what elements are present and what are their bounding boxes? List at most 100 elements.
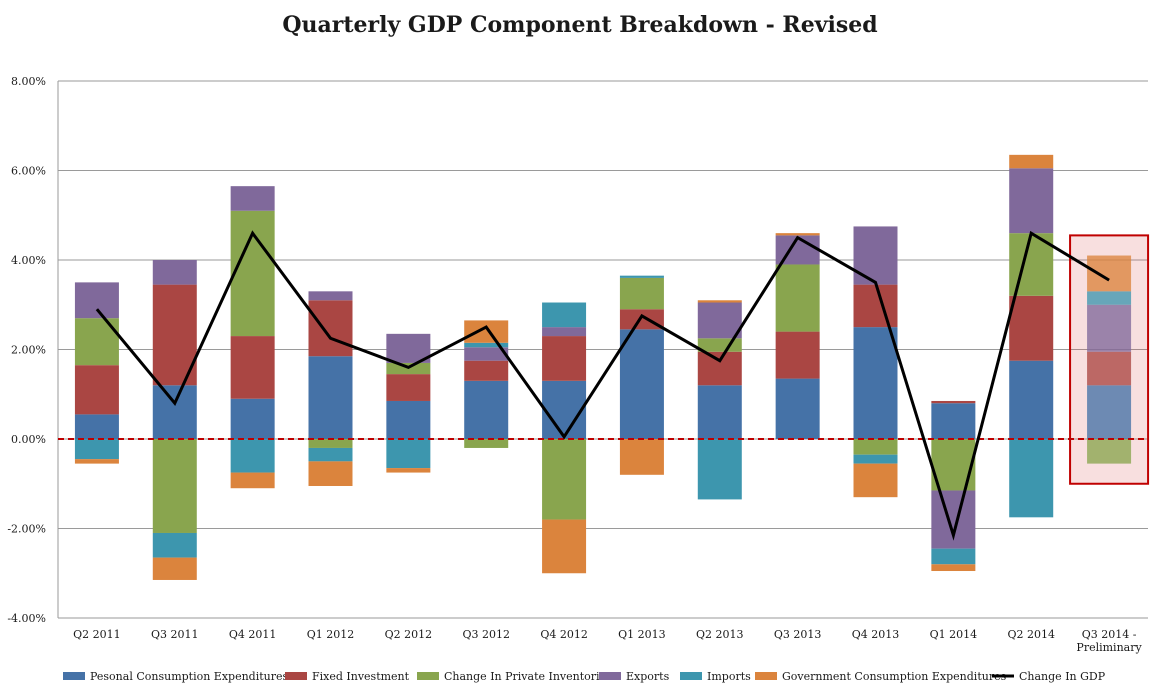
- bar-segment: [931, 403, 976, 439]
- bars: [74, 154, 1132, 580]
- bar-segment: [775, 331, 820, 379]
- x-category-label: Q1 2014: [930, 628, 978, 641]
- bar-segment: [152, 557, 197, 580]
- x-category-label: Q3 2014 -: [1082, 628, 1137, 641]
- bar-segment: [1087, 351, 1132, 386]
- bar-segment: [308, 447, 353, 462]
- x-category-label: Q4 2012: [540, 628, 588, 641]
- bar-segment: [230, 398, 275, 439]
- bar-segment: [74, 459, 119, 464]
- bar-segment: [308, 291, 353, 301]
- bar-segment: [1087, 439, 1132, 464]
- legend-label: Change In Private Inventories: [444, 670, 612, 683]
- bar-segment: [152, 532, 197, 558]
- bar-segment: [230, 210, 275, 337]
- legend: Pesonal Consumption Expenditures Fixed In…: [63, 670, 1106, 683]
- legend-label: Change In GDP: [1019, 670, 1106, 683]
- bar-segment: [464, 320, 509, 343]
- bar-segment: [619, 309, 664, 330]
- bar-segment: [931, 400, 976, 404]
- bar-segment: [542, 302, 587, 328]
- bar-segment: [1087, 255, 1132, 292]
- bar-segment: [386, 439, 431, 469]
- bar-segment: [619, 439, 664, 475]
- legend-swatch: [63, 672, 85, 680]
- bar-segment: [230, 439, 275, 473]
- bar-segment: [308, 356, 353, 439]
- bar-segment: [464, 347, 509, 361]
- y-tick-label: 0.00%: [11, 433, 46, 446]
- bar-segment: [1087, 291, 1132, 305]
- bar-segment: [386, 374, 431, 401]
- bar-segment: [74, 414, 119, 439]
- legend-label: Exports: [626, 670, 670, 683]
- legend-swatch: [285, 672, 307, 680]
- bar-segment: [619, 275, 664, 278]
- bar-segment: [152, 385, 197, 439]
- bar-segment: [775, 378, 820, 439]
- legend-swatch: [680, 672, 702, 680]
- bar-segment: [152, 439, 197, 533]
- bar-segment: [542, 519, 587, 574]
- y-tick-label: 4.00%: [11, 254, 46, 267]
- bar-segment: [853, 439, 898, 455]
- x-category-label: Q1 2013: [618, 628, 666, 641]
- bar-segment: [74, 365, 119, 415]
- bar-segment: [1009, 360, 1054, 439]
- legend-label: Imports: [707, 670, 751, 683]
- bar-segment: [152, 260, 197, 285]
- bar-segment: [697, 338, 742, 352]
- legend-label: Pesonal Consumption Expenditures: [90, 670, 289, 683]
- x-category-label: Q3 2011: [151, 628, 199, 641]
- bar-segment: [464, 439, 509, 448]
- bar-segment: [619, 329, 664, 439]
- bar-segment: [542, 327, 587, 337]
- bar-segment: [74, 318, 119, 366]
- bar-segment: [697, 385, 742, 439]
- bar-segment: [464, 360, 509, 381]
- x-category-label: Q1 2012: [307, 628, 355, 641]
- x-category-label: Q3 2012: [462, 628, 510, 641]
- bar-segment: [230, 186, 275, 211]
- bar-segment: [1009, 439, 1054, 518]
- bar-segment: [697, 302, 742, 339]
- y-tick-label: 2.00%: [11, 344, 46, 357]
- bar-segment: [697, 300, 742, 303]
- x-category-label: Q4 2011: [229, 628, 277, 641]
- bar-segment: [931, 564, 976, 572]
- bar-segment: [775, 264, 820, 332]
- bar-segment: [853, 284, 898, 328]
- bar-segment: [619, 277, 664, 310]
- legend-swatch: [755, 672, 777, 680]
- bar-segment: [464, 342, 509, 348]
- bar-segment: [386, 400, 431, 439]
- bar-segment: [308, 439, 353, 448]
- chart-title: Quarterly GDP Component Breakdown - Revi…: [282, 12, 877, 38]
- bar-segment: [853, 463, 898, 498]
- x-category-label: Q2 2012: [385, 628, 433, 641]
- y-tick-label: -4.00%: [7, 612, 46, 625]
- bar-segment: [697, 351, 742, 386]
- y-tick-label: 8.00%: [11, 75, 46, 88]
- gdp-change-line: [95, 230, 1110, 541]
- legend-label: Government Consumption Expenditures: [782, 670, 1007, 683]
- bar-segment: [230, 472, 275, 489]
- bar-segment: [1087, 304, 1132, 352]
- x-category-label: Q2 2011: [73, 628, 121, 641]
- x-axis: Q2 2011 Q3 2011 Q4 2011 Q1 2012 Q2 2012 Q3 20…: [73, 628, 1142, 654]
- bar-segment: [1087, 385, 1132, 439]
- x-category-label: Q2 2014: [1007, 628, 1055, 641]
- bar-segment: [308, 300, 353, 357]
- gdp-line-layer: [95, 230, 1110, 541]
- bar-segment: [931, 548, 976, 565]
- bar-segment: [308, 461, 353, 486]
- legend-swatch: [417, 672, 439, 680]
- bar-segment: [230, 336, 275, 399]
- bar-segment: [1009, 154, 1054, 169]
- bar-segment: [1009, 168, 1054, 234]
- bar-segment: [853, 454, 898, 464]
- x-category-label: Q3 2013: [774, 628, 822, 641]
- bar-segment: [775, 233, 820, 236]
- bar-segment: [386, 333, 431, 363]
